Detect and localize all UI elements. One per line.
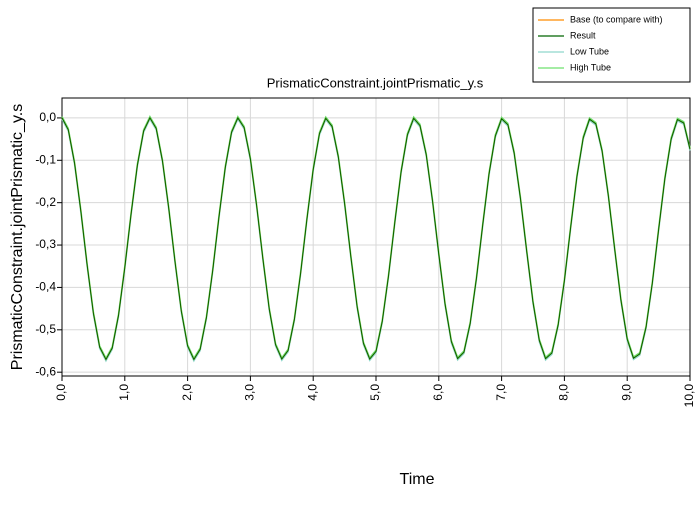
plot-frame [61, 97, 691, 377]
y-tick-label: 0,0 [39, 110, 56, 124]
x-tick-label: 0,0 [54, 384, 68, 401]
chart-title: PrismaticConstraint.jointPrismatic_y.s [267, 75, 484, 90]
x-tick-label: 7,0 [494, 384, 508, 401]
x-tick-label: 8,0 [557, 384, 571, 401]
x-tick-label: 2,0 [180, 384, 194, 401]
x-tick-label: 3,0 [243, 384, 257, 401]
legend-label: Base (to compare with) [570, 14, 663, 24]
y-axis-label: PrismaticConstraint.jointPrismatic_y.s [9, 104, 26, 370]
y-tick-label: -0,5 [35, 322, 56, 336]
legend-label: Result [570, 30, 596, 40]
legend-label: High Tube [570, 62, 611, 72]
x-tick-label: 9,0 [619, 384, 633, 401]
series-line [61, 116, 691, 361]
x-tick-label: 1,0 [117, 384, 131, 401]
y-tick-label: -0,2 [35, 195, 56, 209]
legend-label: Low Tube [570, 46, 609, 56]
x-tick-label: 6,0 [431, 384, 445, 401]
y-tick-label: -0,1 [35, 152, 56, 166]
y-tick-label: -0,6 [35, 364, 56, 378]
x-tick-label: 10,0 [682, 384, 696, 408]
x-axis-label: Time [400, 471, 435, 488]
x-tick-label: 5,0 [368, 384, 382, 401]
y-tick-label: -0,3 [35, 237, 56, 251]
x-tick-label: 4,0 [305, 384, 319, 401]
y-tick-label: -0,4 [35, 280, 56, 294]
